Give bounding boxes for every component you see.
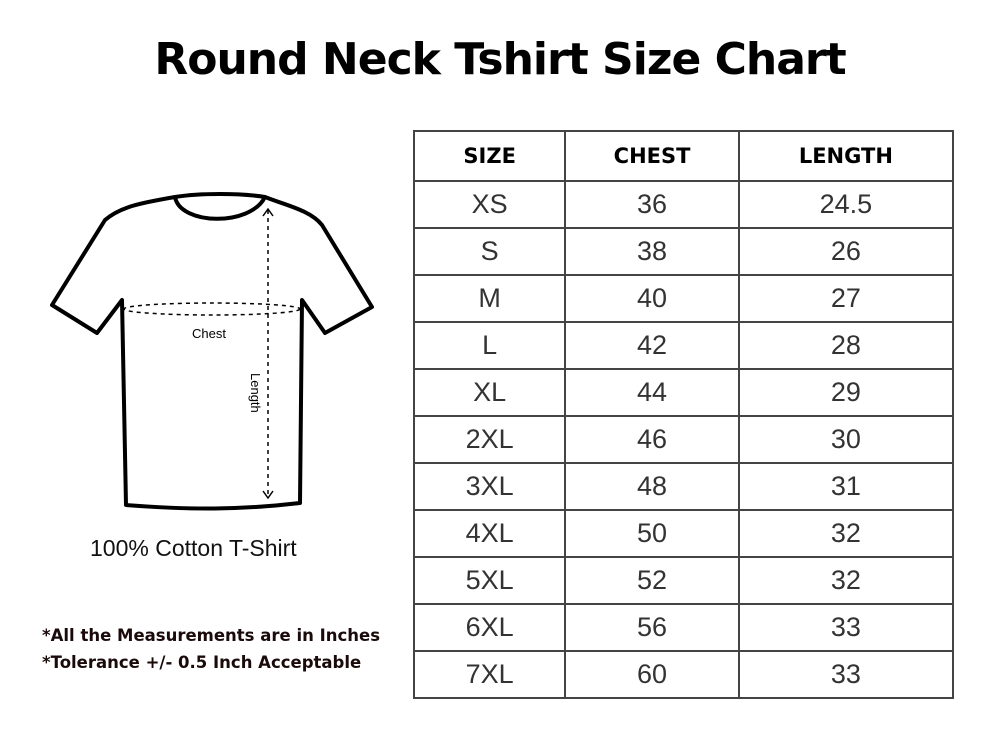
chest-cell: 42	[564, 321, 740, 370]
size-cell: 5XL	[412, 556, 567, 605]
table-row: 6XL 56 33	[412, 603, 955, 652]
chest-cell: 52	[564, 556, 740, 605]
header-chest: CHEST	[564, 130, 740, 182]
table-row: 7XL 60 33	[412, 650, 955, 699]
table-row: S 38 26	[412, 227, 955, 276]
chest-cell: 56	[564, 603, 740, 652]
size-cell: M	[412, 274, 567, 323]
size-cell: 4XL	[412, 509, 567, 558]
chest-measure-line	[123, 302, 301, 316]
chest-cell: 44	[564, 368, 740, 417]
length-cell: 24.5	[737, 180, 955, 229]
tshirt-collar	[173, 192, 267, 221]
length-cell: 33	[737, 650, 955, 699]
table-row: XS 36 24.5	[412, 180, 955, 229]
length-cell: 26	[737, 227, 955, 276]
length-cell: 27	[737, 274, 955, 323]
table-row: 5XL 52 32	[412, 556, 955, 605]
note-tolerance: *Tolerance +/- 0.5 Inch Acceptable	[42, 653, 362, 672]
chest-cell: 48	[564, 462, 740, 511]
chest-cell: 46	[564, 415, 740, 464]
chest-cell: 50	[564, 509, 740, 558]
chest-cell: 60	[564, 650, 740, 699]
table-row: 3XL 48 31	[412, 462, 955, 511]
size-cell: 2XL	[412, 415, 567, 464]
header-length: LENGTH	[737, 130, 955, 182]
length-cell: 28	[737, 321, 955, 370]
length-cell: 29	[737, 368, 955, 417]
tshirt-outline	[50, 195, 374, 511]
header-size: SIZE	[412, 130, 567, 182]
table-row: 4XL 50 32	[412, 509, 955, 558]
size-table: SIZE CHEST LENGTH XS 36 24.5 S 38 26 M 40 27 L 42 2…	[412, 130, 955, 699]
table-row: XL 44 29	[412, 368, 955, 417]
table-row: L 42 28	[412, 321, 955, 370]
size-cell: XL	[412, 368, 567, 417]
size-cell: S	[412, 227, 567, 276]
table-row: 2XL 46 30	[412, 415, 955, 464]
size-cell: 7XL	[412, 650, 567, 699]
size-cell: 3XL	[412, 462, 567, 511]
chest-label: Chest	[192, 326, 226, 341]
length-cell: 33	[737, 603, 955, 652]
length-cell: 30	[737, 415, 955, 464]
shirt-caption: 100% Cotton T-Shirt	[90, 535, 297, 561]
chest-cell: 40	[564, 274, 740, 323]
length-cell: 31	[737, 462, 955, 511]
chest-cell: 36	[564, 180, 740, 229]
arrow-icon	[262, 207, 274, 500]
size-cell: 6XL	[412, 603, 567, 652]
chest-cell: 38	[564, 227, 740, 276]
length-cell: 32	[737, 556, 955, 605]
page-title: Round Neck Tshirt Size Chart	[154, 34, 846, 85]
table-header-row: SIZE CHEST LENGTH	[412, 130, 955, 182]
note-units: *All the Measurements are in Inches	[42, 626, 381, 645]
size-cell: XS	[412, 180, 567, 229]
tshirt-diagram: Chest Length	[50, 192, 374, 511]
size-cell: L	[412, 321, 567, 370]
table-row: M 40 27	[412, 274, 955, 323]
length-label: Length	[248, 373, 263, 413]
length-cell: 32	[737, 509, 955, 558]
